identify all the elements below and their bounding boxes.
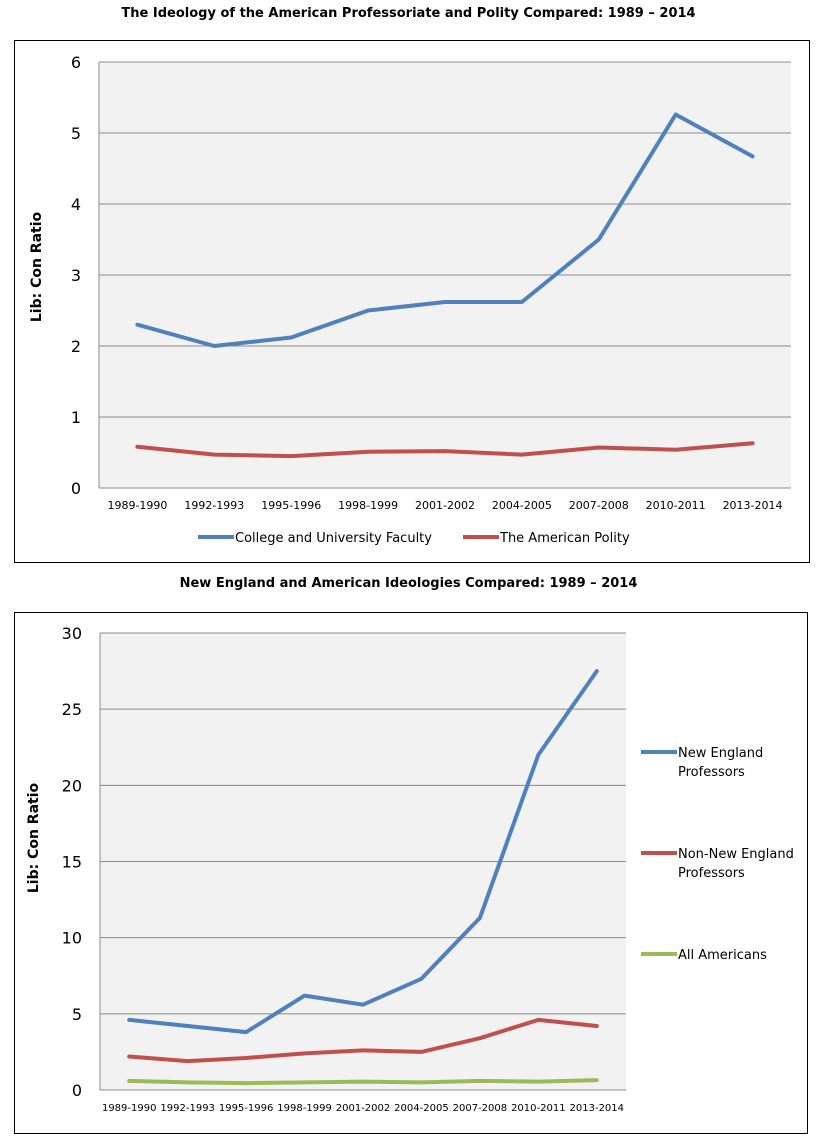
series-line: [127, 1017, 599, 1064]
line-chart-new-england: 0 5 10 15 20 25 30 1989-1990 1992-1993 1995-1996 1…: [26, 624, 794, 1114]
y-tick-label: 3: [71, 266, 81, 285]
chart-frame-new-england: 0 5 10 15 20 25 30 1989-1990 1992-1993 1995-1996 1…: [14, 612, 808, 1134]
legend-label: The American Polity: [499, 531, 630, 546]
y-tick-label: 15: [62, 853, 82, 872]
x-tick-label: 1998-1999: [338, 499, 398, 512]
y-tick-label: 25: [62, 700, 82, 719]
chart-frame-ideology: 0 1 2 3 4 5 6 1989-1990 1992-1993 1995-1996 1998-1…: [14, 40, 810, 563]
y-tick-label: 0: [71, 479, 81, 498]
y-tick-label: 0: [72, 1081, 82, 1100]
y-tick-label: 2: [71, 337, 81, 356]
y-tick-label: 10: [62, 929, 82, 948]
x-tick-label: 2004-2005: [394, 1103, 449, 1114]
y-tick-label: 1: [71, 408, 81, 427]
x-tick-label: 1998-1999: [277, 1103, 332, 1114]
x-tick-label: 1995-1996: [261, 499, 321, 512]
y-tick-label: 5: [72, 1005, 82, 1024]
x-tick-label: 2001-2002: [336, 1103, 391, 1114]
legend-label: College and University Faculty: [235, 531, 432, 546]
y-tick-label: 4: [71, 195, 81, 214]
chart-title: New England and American Ideologies Comp…: [179, 576, 638, 591]
x-tick-label: 2001-2002: [415, 499, 475, 512]
legend-label: New England Professors: [678, 746, 763, 780]
y-tick-label: 6: [71, 53, 81, 72]
y-tick-label: 30: [62, 624, 82, 643]
y-tick-label: 20: [62, 776, 82, 795]
y-tick-label: 5: [71, 124, 81, 143]
legend-label: Non-New England Professors: [678, 847, 794, 881]
series-line: [127, 669, 599, 1035]
x-tick-label: 1992-1993: [184, 499, 244, 512]
y-axis-label: Lib: Con Ratio: [29, 211, 45, 322]
x-tick-label: 1989-1990: [107, 499, 167, 512]
series-line: [135, 112, 755, 348]
x-tick-label: 1989-1990: [102, 1103, 157, 1114]
x-tick-label: 1992-1993: [160, 1103, 215, 1114]
x-tick-label: 2013-2014: [570, 1103, 625, 1114]
line-chart-ideology: 0 1 2 3 4 5 6 1989-1990 1992-1993 1995-1996 1998-1…: [29, 53, 791, 546]
legend-label: All Americans: [678, 948, 767, 963]
x-tick-label: 2007-2008: [453, 1103, 508, 1114]
series-line: [127, 1078, 599, 1086]
series-line: [135, 441, 755, 459]
y-axis-label: Lib: Con Ratio: [26, 782, 42, 893]
x-tick-label: 1995-1996: [219, 1103, 274, 1114]
x-tick-label: 2004-2005: [492, 499, 552, 512]
x-tick-label: 2013-2014: [723, 499, 783, 512]
x-tick-label: 2010-2011: [511, 1103, 566, 1114]
x-tick-label: 2010-2011: [646, 499, 706, 512]
chart-title: The Ideology of the American Professoria…: [121, 6, 696, 21]
x-tick-label: 2007-2008: [569, 499, 629, 512]
